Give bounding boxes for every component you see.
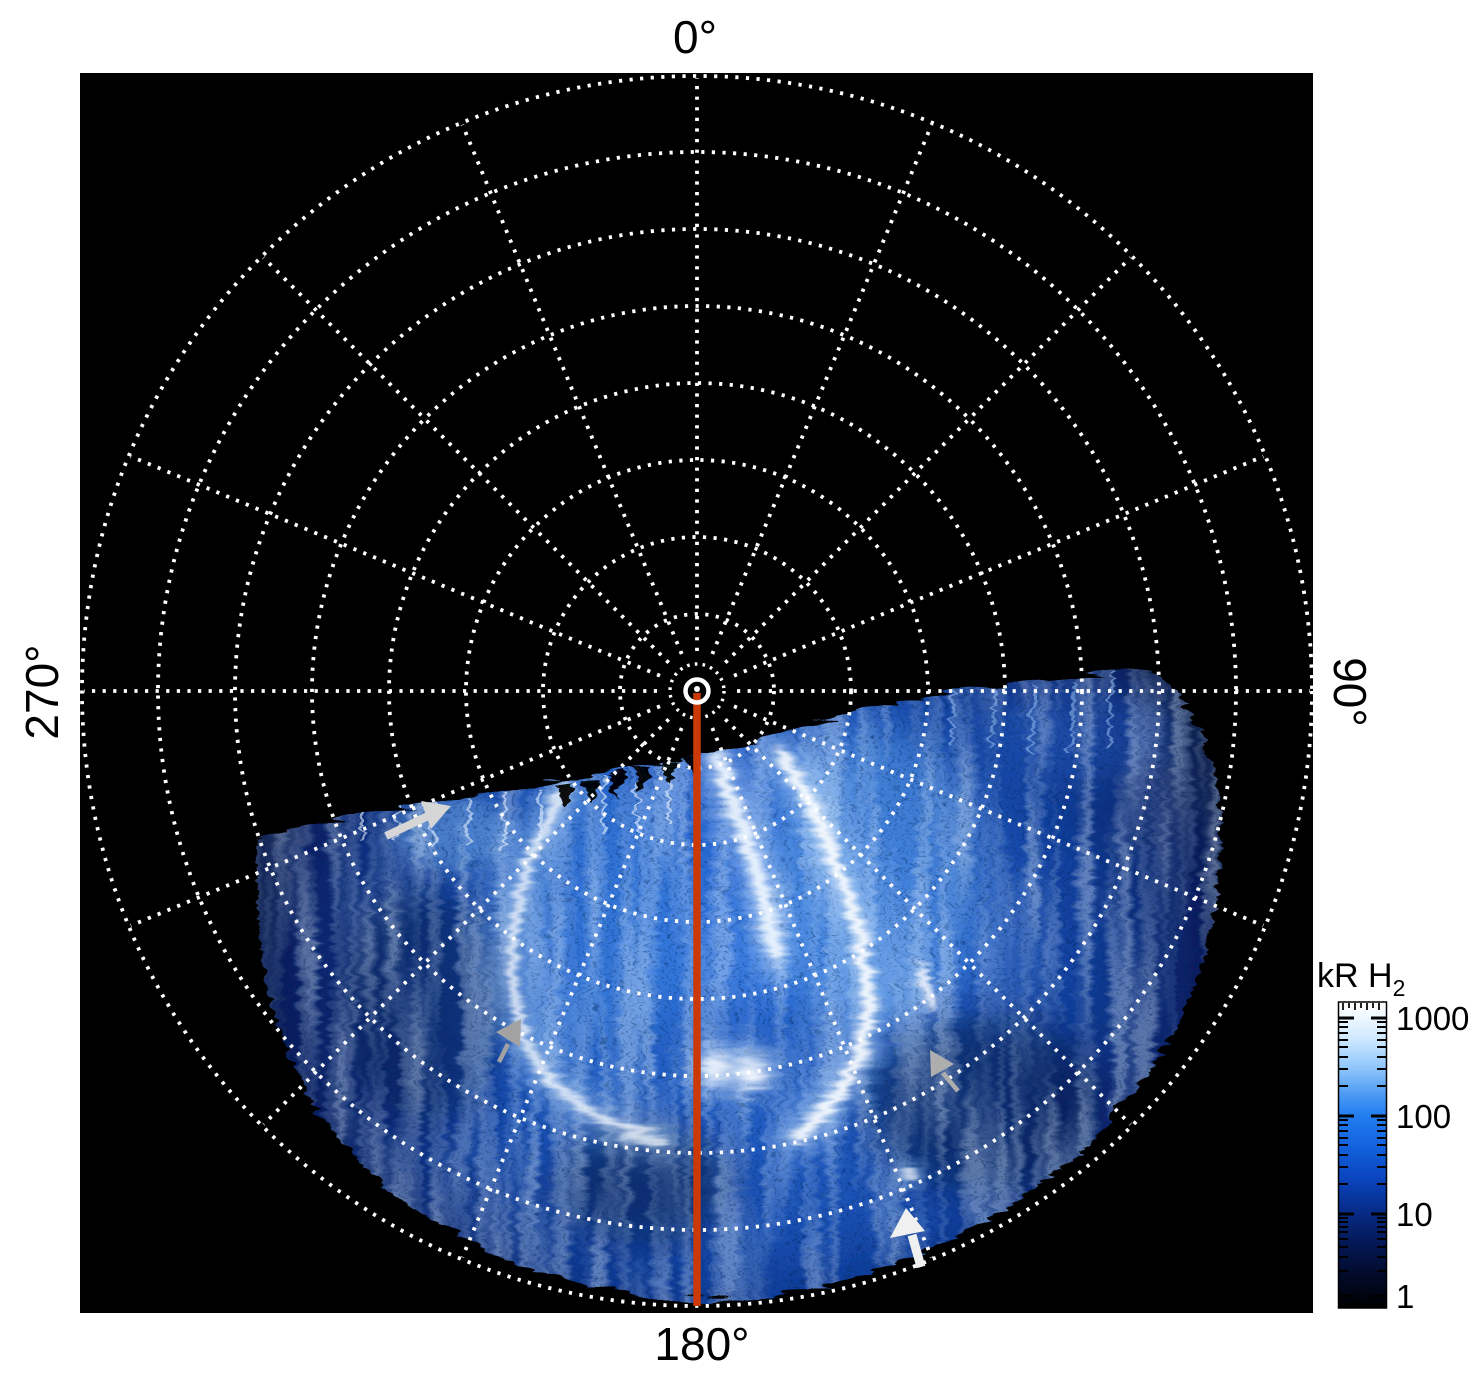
- angle-label-270: 270°: [16, 644, 68, 739]
- colorbar-tick-label-100: 100: [1396, 1098, 1451, 1135]
- colorbar-tick-label-10: 10: [1396, 1196, 1433, 1233]
- bright-spot-a: [699, 1049, 725, 1075]
- colorbar: kR H2 1000 100 10 1: [1317, 957, 1469, 1315]
- center-dot: [694, 686, 700, 692]
- white-arrow-upper-left: [384, 801, 451, 840]
- colorbar-minor-ticks: [1339, 1021, 1386, 1272]
- white-arrow-bottom: [890, 1208, 926, 1269]
- angle-label-180: 180°: [654, 1318, 749, 1370]
- colorbar-major-ticks: [1339, 1016, 1386, 1298]
- bright-spot-b: [734, 1056, 762, 1084]
- colorbar-tick-label-1000: 1000: [1396, 1000, 1469, 1037]
- angle-label-90: 90°: [1324, 657, 1376, 727]
- grid-circle: [233, 227, 1161, 1155]
- edge-teeth: [552, 753, 696, 804]
- gray-arrowhead-right: [930, 1050, 960, 1093]
- colorbar-title: kR H2: [1317, 957, 1405, 1001]
- colorbar-tick-label-1: 1: [1396, 1278, 1414, 1315]
- angle-label-0: 0°: [673, 11, 717, 63]
- s-shaped-main-arc: [772, 744, 872, 1140]
- center-ring: [683, 677, 711, 705]
- grid-circle: [618, 612, 776, 770]
- grid-circle-inner: [668, 662, 726, 720]
- right-edge-fringe: [945, 671, 1110, 753]
- gray-arrowhead-left: [496, 1019, 521, 1064]
- bright-dash: [912, 961, 932, 1007]
- colorbar-top-hatches: [1342, 1003, 1380, 1010]
- grid-circle: [541, 535, 853, 847]
- central-bright-band: [705, 749, 779, 959]
- isolated-bright-spot: [899, 1166, 911, 1178]
